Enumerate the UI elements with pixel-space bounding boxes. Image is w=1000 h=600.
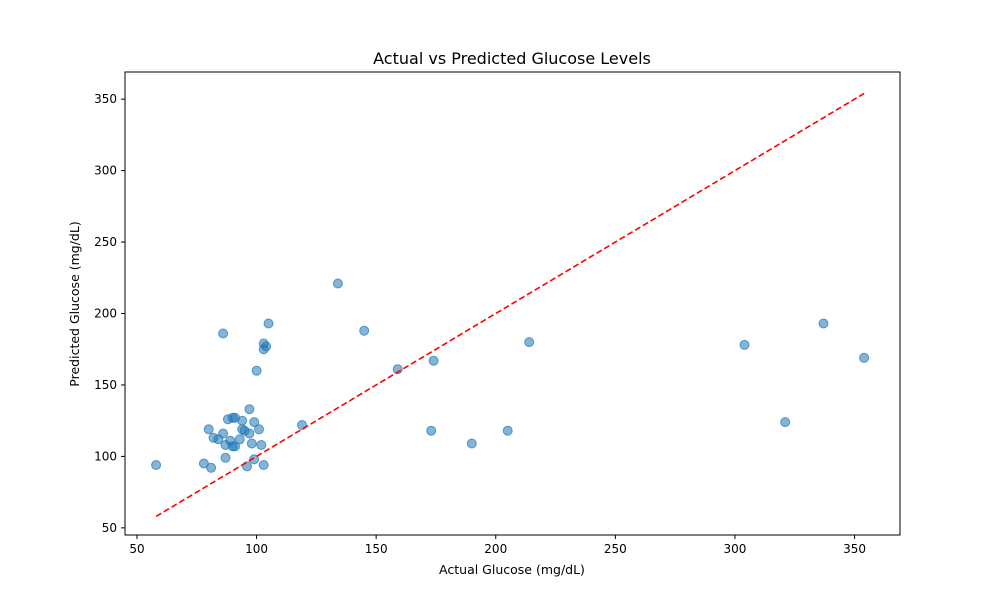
- data-point: [258, 460, 269, 470]
- x-axis-label: Actual Glucose (mg/dL): [439, 562, 585, 577]
- data-point: [249, 454, 260, 465]
- x-tick-label: 150: [365, 542, 388, 556]
- x-tick-label: 300: [724, 542, 747, 556]
- x-axis-ticks: 50 100 150 200 250 300 350: [129, 535, 866, 556]
- data-point: [230, 441, 240, 452]
- data-point: [234, 434, 245, 445]
- data-point: [818, 318, 829, 329]
- data-point: [426, 425, 437, 436]
- x-tick-label: 50: [129, 542, 144, 556]
- data-point: [263, 318, 274, 329]
- x-tick-label: 250: [604, 542, 627, 556]
- data-point: [780, 417, 791, 428]
- data-point: [249, 417, 260, 428]
- y-tick-label: 200: [94, 307, 117, 321]
- data-point: [244, 428, 255, 439]
- data-point: [256, 440, 267, 450]
- data-point: [203, 424, 214, 435]
- data-point: [237, 415, 248, 426]
- data-point: [739, 339, 750, 350]
- y-tick-label: 50: [102, 521, 117, 535]
- x-tick-label: 100: [245, 542, 268, 556]
- y-tick-label: 150: [94, 378, 117, 392]
- perfect-prediction-line: [155, 92, 865, 518]
- y-tick-label: 350: [94, 92, 117, 106]
- data-point: [246, 438, 257, 449]
- data-point: [254, 424, 264, 435]
- plot-frame: [124, 71, 901, 536]
- y-axis-label: Predicted Glucose (mg/dL): [67, 221, 82, 386]
- data-point: [218, 428, 229, 439]
- data-point: [244, 404, 255, 415]
- x-tick-label: 200: [484, 542, 507, 556]
- data-point: [251, 365, 262, 376]
- data-point: [218, 328, 229, 339]
- y-tick-label: 250: [94, 235, 117, 249]
- y-axis-ticks: 50 100 150 200 250 300 350: [94, 92, 125, 535]
- x-tick-label: 350: [843, 542, 866, 556]
- chart-title: Actual vs Predicted Glucose Levels: [373, 49, 651, 68]
- y-tick-label: 300: [94, 164, 117, 178]
- data-point: [359, 325, 370, 336]
- data-point: [206, 462, 217, 473]
- y-tick-label: 100: [94, 449, 117, 463]
- data-point: [261, 341, 272, 352]
- data-point: [151, 460, 162, 470]
- data-point: [502, 425, 513, 436]
- data-point: [198, 458, 209, 469]
- data-point: [524, 337, 535, 348]
- data-point: [466, 438, 477, 449]
- scatter-points: [151, 278, 870, 473]
- plot-area: 50 100 150 200 250 300 350 50 100 150 200 250 300 35…: [94, 71, 901, 556]
- data-point: [220, 452, 231, 463]
- data-point: [428, 355, 439, 366]
- data-point: [859, 352, 870, 363]
- data-point: [332, 278, 343, 289]
